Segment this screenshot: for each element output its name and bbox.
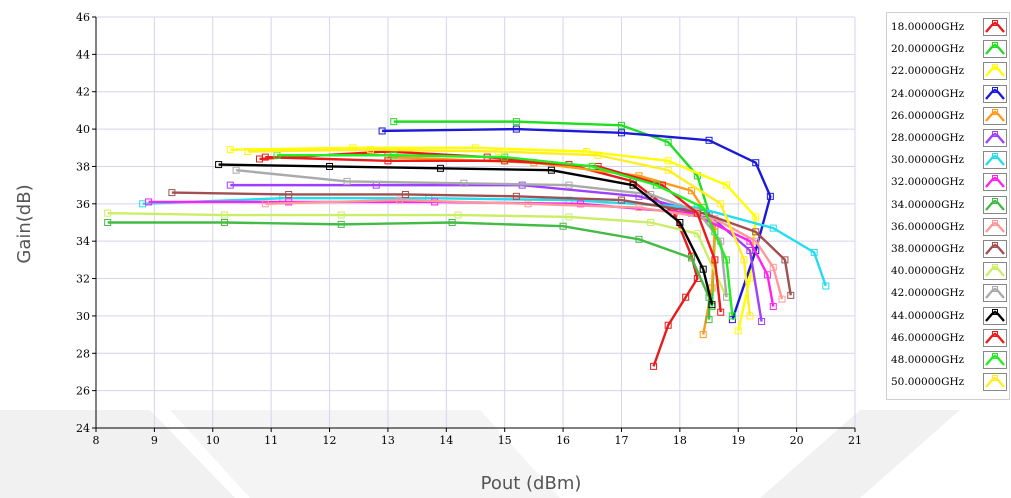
x-tick-label: 15: [498, 434, 512, 447]
x-tick-label: 17: [614, 434, 628, 447]
legend-item: 22.00000GHz: [887, 60, 1009, 82]
x-tick-label: 10: [206, 434, 220, 447]
legend-label: 32.00000GHz: [887, 176, 983, 188]
x-tick-label: 20: [790, 434, 804, 447]
legend-label: 38.00000GHz: [887, 243, 983, 255]
legend-label: 50.00000GHz: [887, 376, 983, 388]
legend-label: 48.00000GHz: [887, 354, 983, 366]
legend-item: 32.00000GHz: [887, 171, 1009, 193]
x-tick-label: 18: [673, 434, 687, 447]
series-50.00000GHz: [245, 147, 753, 319]
legend-swatch-icon: [983, 373, 1007, 391]
legend-item: 48.00000GHz: [887, 349, 1009, 371]
y-tick-label: 24: [76, 422, 90, 435]
axes: 8 9 10 11 12 13 14 15 16 17 18 19 20 21 24 26 28 30 32 34 36…: [76, 11, 862, 447]
legend-item: 26.00000GHz: [887, 105, 1009, 127]
series-46.00000GHz: [262, 154, 723, 315]
legend-label: 18.00000GHz: [887, 21, 983, 33]
series-42.00000GHz: [233, 167, 729, 300]
legend-label: 34.00000GHz: [887, 199, 983, 211]
x-tick-label: 11: [264, 434, 278, 447]
legend-label: 40.00000GHz: [887, 265, 983, 277]
legend-label: 36.00000GHz: [887, 221, 983, 233]
x-tick-label: 12: [323, 434, 337, 447]
series-line: [248, 150, 750, 316]
legend-swatch-icon: [983, 173, 1007, 191]
y-tick-label: 28: [76, 347, 90, 360]
legend-swatch-icon: [983, 151, 1007, 169]
x-axis-title: Pout (dBm): [481, 473, 582, 494]
legend-swatch-icon: [983, 18, 1007, 36]
y-tick-label: 32: [76, 273, 90, 286]
legend-label: 28.00000GHz: [887, 132, 983, 144]
legend-item: 38.00000GHz: [887, 238, 1009, 260]
y-tick-label: 30: [76, 310, 90, 323]
legend-swatch-icon: [983, 62, 1007, 80]
x-tick-label: 14: [439, 434, 453, 447]
y-tick-label: 44: [76, 48, 90, 61]
legend-swatch-icon: [983, 85, 1007, 103]
y-tick-label: 40: [76, 123, 90, 136]
legend-item: 20.00000GHz: [887, 38, 1009, 60]
x-tick-label: 16: [556, 434, 570, 447]
y-axis-title: Gain(dB): [14, 184, 35, 263]
legend-swatch-icon: [983, 284, 1007, 302]
y-tick-label: 38: [76, 160, 90, 173]
legend-swatch-icon: [983, 329, 1007, 347]
legend-label: 46.00000GHz: [887, 332, 983, 344]
legend-item: 28.00000GHz: [887, 127, 1009, 149]
legend-swatch-icon: [983, 262, 1007, 280]
series-30.00000GHz: [140, 195, 829, 289]
legend-item: 44.00000GHz: [887, 304, 1009, 326]
y-tick-label: 36: [76, 198, 90, 211]
legend-label: 44.00000GHz: [887, 310, 983, 322]
legend: 18.00000GHz 20.00000GHz 22.00000GHz 24.0000…: [886, 12, 1010, 400]
series-line: [108, 213, 727, 297]
x-tick-label: 21: [848, 434, 862, 447]
legend-swatch-icon: [983, 240, 1007, 258]
legend-item: 40.00000GHz: [887, 260, 1009, 282]
legend-swatch-icon: [983, 218, 1007, 236]
x-tick-label: 13: [381, 434, 395, 447]
x-tick-label: 8: [93, 434, 100, 447]
y-tick-label: 26: [76, 385, 90, 398]
y-tick-label: 46: [76, 11, 90, 24]
series-layer: [105, 119, 829, 370]
legend-swatch-icon: [983, 307, 1007, 325]
legend-item: 46.00000GHz: [887, 327, 1009, 349]
series-18.00000GHz: [256, 149, 700, 370]
legend-swatch-icon: [983, 107, 1007, 125]
legend-label: 26.00000GHz: [887, 110, 983, 122]
x-tick-label: 9: [151, 434, 158, 447]
legend-item: 24.00000GHz: [887, 83, 1009, 105]
legend-label: 20.00000GHz: [887, 43, 983, 55]
series-line: [108, 223, 709, 320]
legend-label: 30.00000GHz: [887, 154, 983, 166]
legend-item: 34.00000GHz: [887, 194, 1009, 216]
series-22.00000GHz: [227, 145, 758, 334]
legend-item: 42.00000GHz: [887, 282, 1009, 304]
legend-label: 22.00000GHz: [887, 65, 983, 77]
x-tick-label: 19: [731, 434, 745, 447]
legend-swatch-icon: [983, 196, 1007, 214]
legend-label: 42.00000GHz: [887, 287, 983, 299]
legend-item: 18.00000GHz: [887, 16, 1009, 38]
legend-item: 36.00000GHz: [887, 216, 1009, 238]
legend-swatch-icon: [983, 129, 1007, 147]
series-34.00000GHz: [105, 220, 712, 323]
y-tick-label: 42: [76, 86, 90, 99]
legend-swatch-icon: [983, 40, 1007, 58]
y-tick-label: 34: [76, 235, 90, 248]
legend-swatch-icon: [983, 351, 1007, 369]
legend-item: 50.00000GHz: [887, 371, 1009, 393]
legend-label: 24.00000GHz: [887, 88, 983, 100]
legend-item: 30.00000GHz: [887, 149, 1009, 171]
